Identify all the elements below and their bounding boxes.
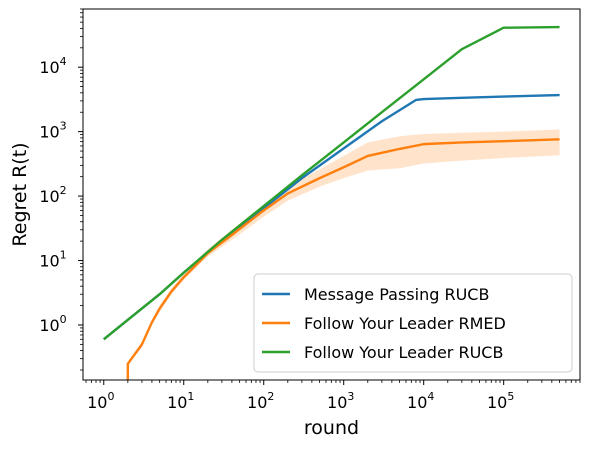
series-line-3 — [103, 25, 560, 341]
y-tick-label-1: 101 — [39, 249, 66, 271]
y-tick-label-2: 102 — [39, 184, 66, 206]
y-tick-label-0: 100 — [39, 313, 66, 335]
confidence-band-2 — [127, 129, 560, 380]
y-axis: 100 101 102 103 104 — [39, 8, 83, 371]
x-axis: 100 101 102 103 104 105 — [85, 380, 581, 412]
legend-label-3: Follow Your Leader RUCB — [304, 343, 503, 362]
series-line-2 — [126, 138, 560, 380]
x-tick-label-0: 100 — [87, 390, 114, 412]
x-tick-label-1: 101 — [167, 390, 194, 412]
x-tick-label-3: 103 — [327, 390, 354, 412]
y-tick-label-4: 104 — [39, 55, 66, 77]
y-tick-label-3: 103 — [39, 120, 66, 142]
x-tick-label-5: 105 — [487, 390, 514, 412]
confidence-bands — [103, 93, 560, 380]
y-axis-label: Regret R(t) — [9, 142, 31, 246]
x-axis-label: round — [304, 417, 359, 439]
legend: Message Passing RUCB Follow Your Leader R… — [253, 273, 573, 373]
x-tick-label-2: 102 — [247, 390, 274, 412]
legend-box — [253, 273, 573, 373]
legend-label-2: Follow Your Leader RMED — [304, 314, 506, 333]
series-lines — [103, 25, 560, 380]
legend-label-1: Message Passing RUCB — [304, 285, 489, 304]
x-tick-label-4: 104 — [407, 390, 434, 412]
